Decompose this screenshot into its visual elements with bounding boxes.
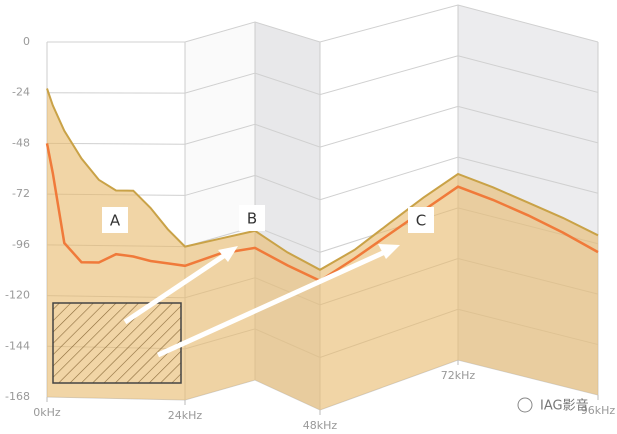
y-tick-label: 0: [23, 35, 30, 48]
arrows: [123, 244, 400, 358]
grid-line: [46, 156, 599, 201]
annotation: C: [416, 212, 426, 230]
series-line: [45, 143, 599, 283]
annotation-box: [239, 205, 265, 231]
peak-area: [47, 88, 598, 410]
annotations: A B C: [102, 205, 434, 233]
plot: [45, 88, 599, 410]
y-tick-label: -120: [5, 289, 30, 302]
grid-line: [46, 105, 599, 148]
watermark: IAG影音: [517, 397, 589, 414]
series-line: [46, 88, 599, 271]
grid-line: [47, 4, 599, 43]
y-tick-label: -48: [12, 136, 30, 149]
x-tick-label: 72kHz: [441, 369, 476, 382]
y-tick-label: -144: [5, 339, 30, 352]
x-tick-label: 48kHz: [303, 419, 338, 432]
annotation: B: [247, 210, 257, 228]
y-tick-label: -168: [5, 390, 30, 403]
y-tick-label: -72: [12, 187, 30, 200]
annotation-box: [408, 207, 434, 233]
x-tick-label: 0kHz: [33, 406, 61, 419]
annotation: A: [110, 212, 121, 230]
hatched-region: [52, 302, 182, 384]
y-tick-label: -24: [12, 86, 30, 99]
annotation-box: [102, 207, 128, 233]
watermark-text: IAG影音: [540, 398, 589, 414]
x-tick-label: 24kHz: [168, 409, 203, 422]
y-tick-label: -96: [12, 238, 30, 251]
x-tick-label: 96kHz: [581, 404, 616, 417]
grid-line: [46, 55, 599, 96]
